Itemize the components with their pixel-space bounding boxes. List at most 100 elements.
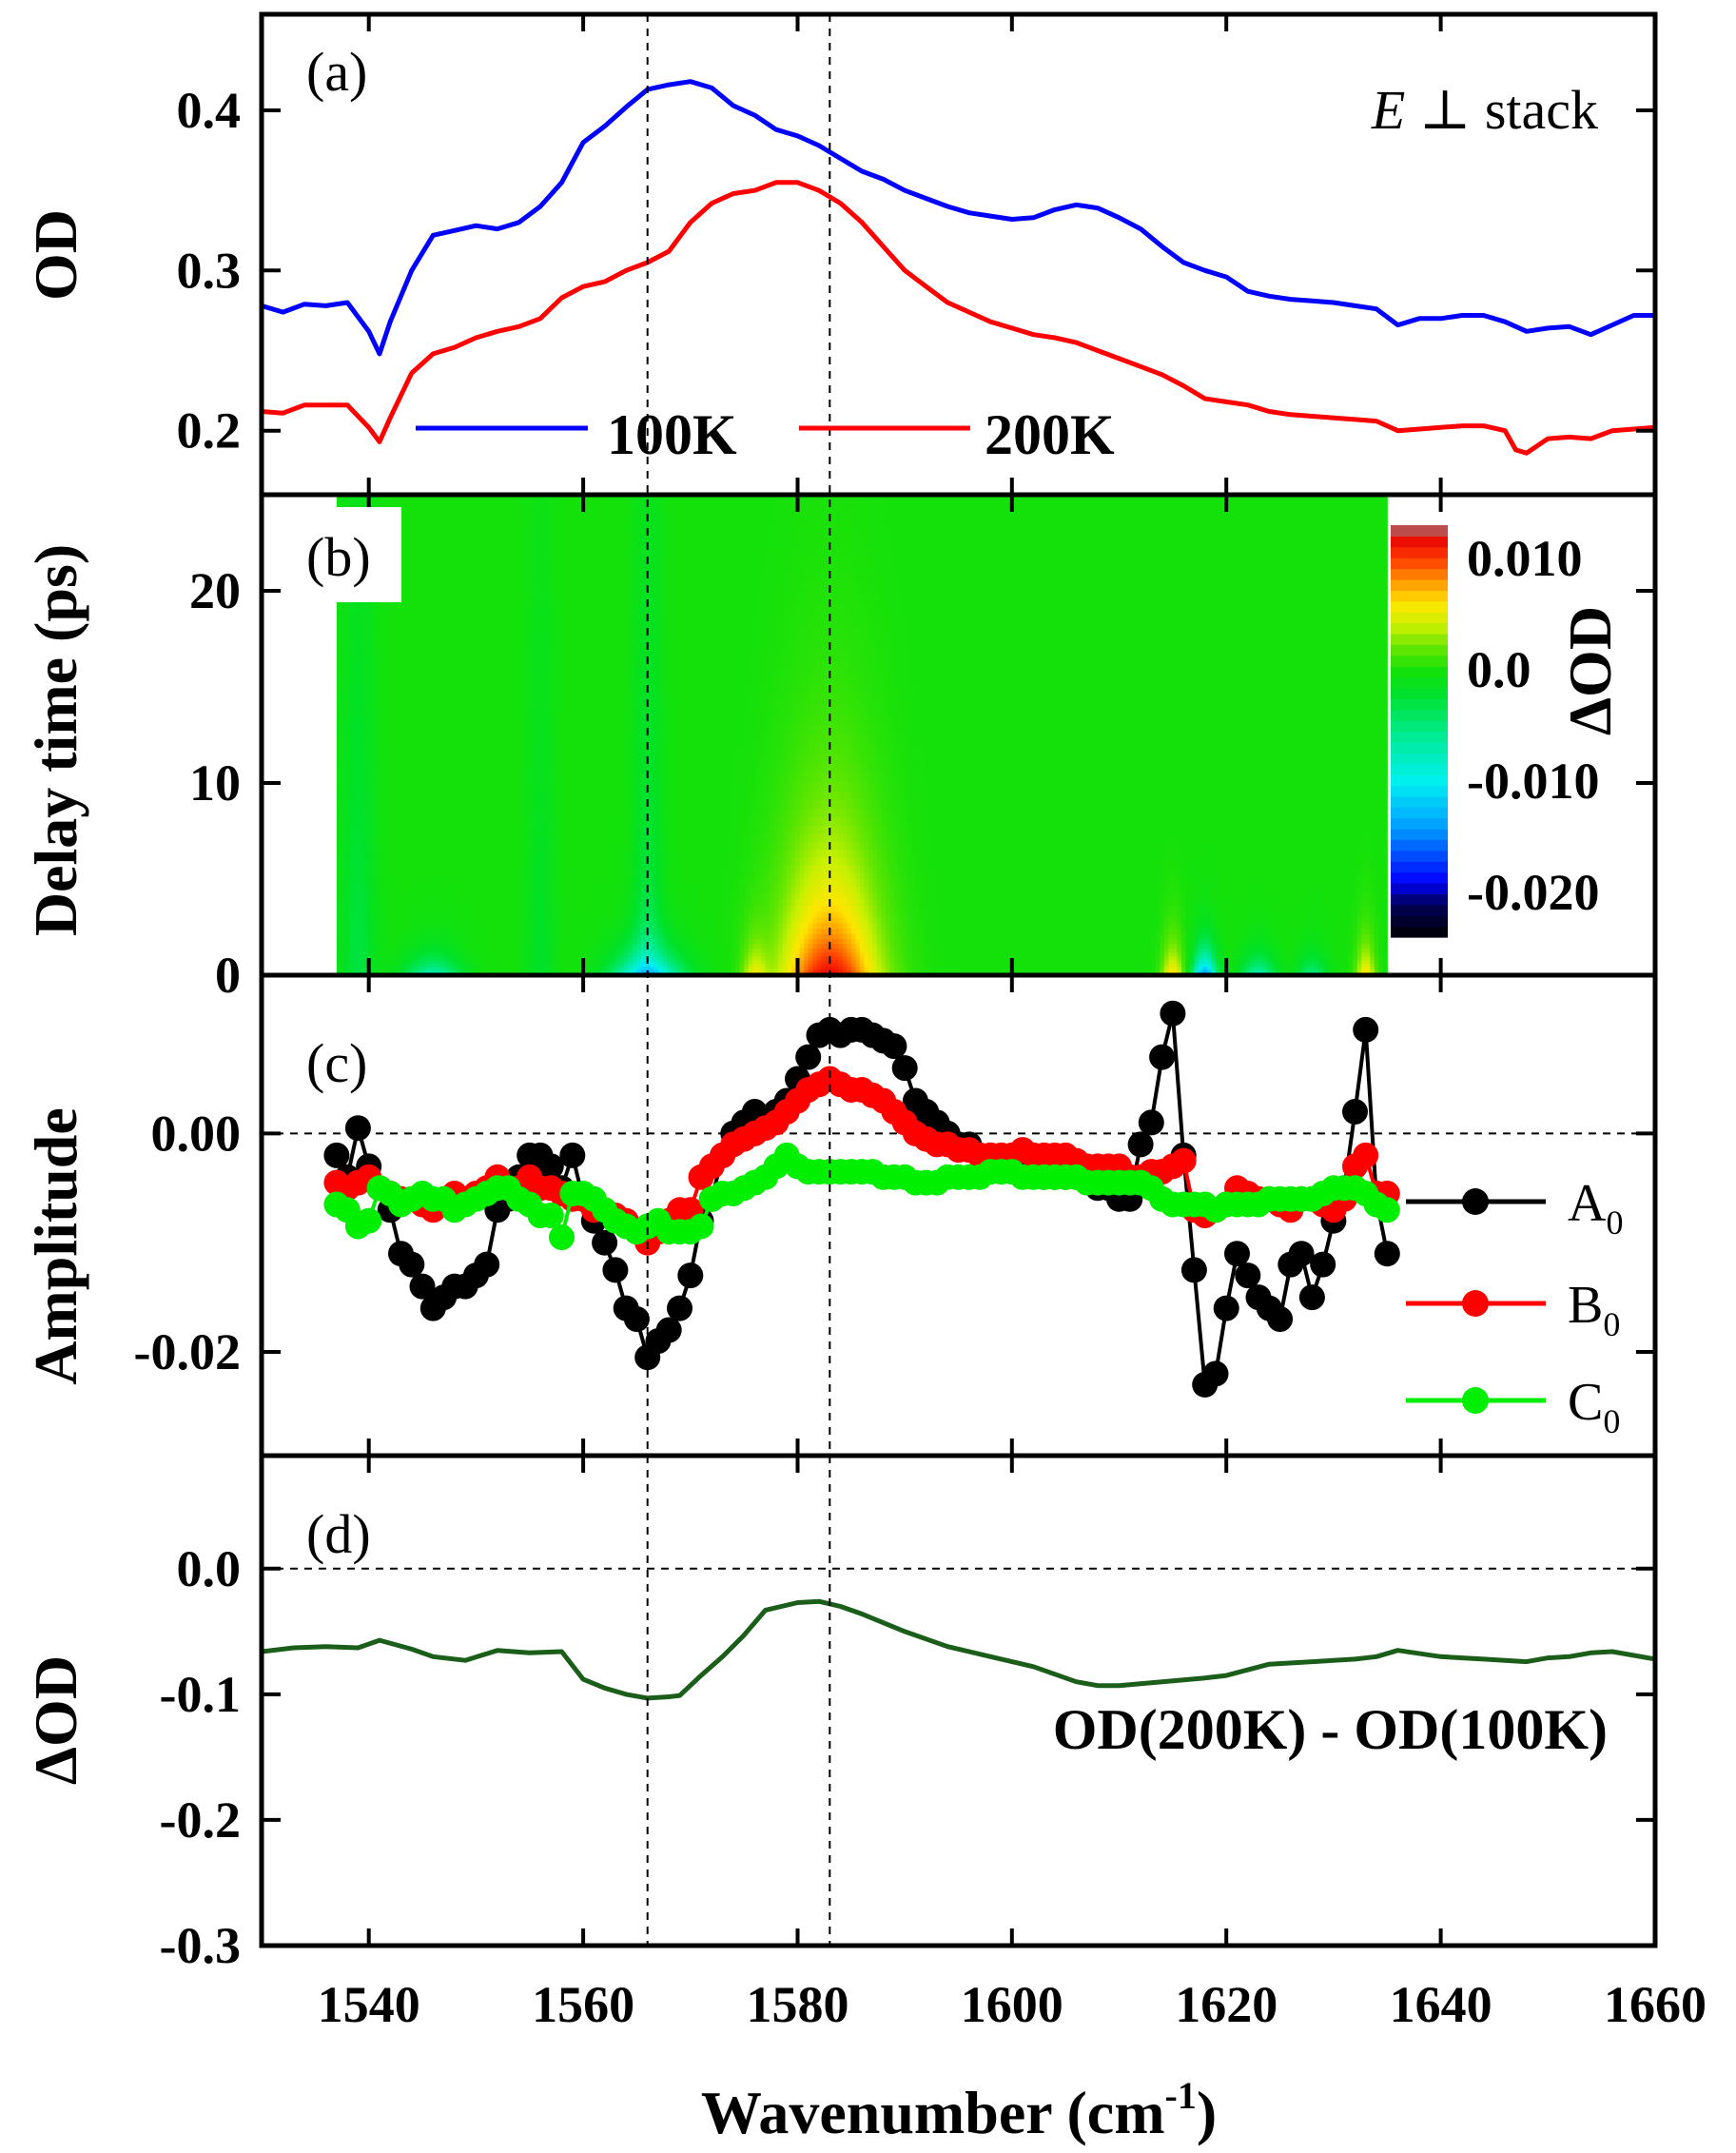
heatmap-cell [568, 910, 574, 918]
heatmap-cell [572, 734, 577, 745]
heatmap-cell [486, 943, 492, 949]
heatmap-cell [546, 849, 552, 858]
heatmap-cell [508, 832, 514, 842]
heatmap-cell [684, 898, 690, 907]
heatmap-cell [431, 650, 437, 662]
heatmap-cell [431, 933, 437, 940]
heatmap-cell [636, 910, 642, 918]
heatmap-cell [619, 928, 625, 934]
heatmap-cell [336, 762, 341, 773]
heatmap-cell [674, 969, 681, 972]
heatmap-cell [559, 557, 565, 570]
heatmap-cell [491, 593, 497, 606]
heatmap-cell [551, 672, 556, 684]
heatmap-cell [684, 569, 690, 582]
heatmap-cell [632, 923, 638, 930]
heatmap-cell [478, 969, 483, 972]
heatmap-cell [568, 604, 574, 617]
heatmap-cell [443, 898, 449, 907]
heatmap-cell [636, 808, 642, 818]
heatmap-cell [405, 943, 411, 949]
heatmap-cell [546, 928, 552, 934]
heatmap-cell [358, 885, 363, 893]
heatmap-cell [358, 604, 363, 617]
heatmap-cell [568, 856, 574, 866]
heatmap-cell [688, 672, 693, 684]
heatmap-cell [349, 816, 355, 826]
heatmap-cell [375, 816, 380, 826]
heatmap-cell [525, 799, 531, 810]
heatmap-cell [563, 885, 569, 893]
heatmap-cell [405, 724, 411, 735]
heatmap-cell [594, 799, 599, 810]
heatmap-cell [679, 616, 685, 629]
heatmap-cell [559, 955, 565, 961]
heatmap-cell [495, 799, 500, 810]
heatmap-cell [585, 959, 591, 964]
heatmap-cell [640, 660, 647, 673]
heatmap-cell [529, 938, 535, 945]
heatmap-cell [495, 724, 500, 735]
heatmap-cell [572, 910, 577, 918]
heatmap-cell [503, 808, 509, 818]
heatmap-cell [611, 627, 616, 640]
heatmap-cell [632, 966, 638, 969]
heatmap-cell [674, 781, 681, 792]
heatmap-cell [431, 616, 437, 629]
heatmap-cell [512, 724, 517, 735]
heatmap-cell [585, 714, 591, 725]
heatmap-cell [503, 898, 509, 907]
heatmap-cell [503, 672, 509, 684]
heatmap-cell [619, 885, 625, 893]
heatmap-cell [662, 781, 668, 792]
heatmap-cell [508, 951, 514, 957]
heatmap-cell [499, 627, 505, 640]
heatmap-cell [662, 841, 668, 851]
heatmap-cell [486, 808, 492, 818]
heatmap-cell [405, 832, 411, 842]
heatmap-cell [525, 871, 531, 880]
heatmap-cell [379, 825, 385, 834]
heatmap-cell [392, 825, 398, 834]
heatmap-cell [396, 825, 402, 834]
heatmap-cell [580, 917, 586, 924]
heatmap-cell [426, 871, 432, 880]
heatmap-cell [344, 849, 351, 858]
heatmap-cell [602, 923, 608, 930]
heatmap-cell [674, 672, 681, 684]
heatmap-cell [370, 943, 377, 949]
heatmap-cell [478, 917, 483, 924]
heatmap-cell [443, 871, 449, 880]
heatmap-cell [597, 959, 603, 964]
heatmap-cell [602, 878, 608, 887]
heatmap-cell [426, 672, 432, 684]
heatmap-cell [349, 672, 355, 684]
heatmap-cell [520, 580, 526, 594]
heatmap-cell [559, 734, 565, 745]
heatmap-cell [387, 933, 394, 940]
heatmap-cell [474, 790, 479, 800]
heatmap-cell [460, 825, 466, 834]
heatmap-cell [396, 693, 402, 705]
heatmap-cell [602, 910, 608, 918]
heatmap-cell [671, 682, 676, 695]
heatmap-cell [443, 825, 449, 834]
heatmap-cell [512, 816, 517, 826]
heatmap-cell [341, 724, 346, 735]
heatmap-cell [640, 743, 647, 754]
heatmap-cell [525, 660, 531, 673]
heatmap-cell [568, 951, 574, 957]
heatmap-cell [336, 928, 341, 934]
heatmap-cell [426, 616, 432, 629]
heatmap-cell [602, 703, 608, 714]
heatmap-cell [379, 627, 385, 640]
heatmap-cell [478, 790, 483, 800]
heatmap-cell [418, 714, 423, 725]
heatmap-cell [370, 825, 377, 834]
heatmap-cell [396, 627, 402, 640]
heatmap-cell [632, 970, 638, 974]
heatmap-cell [679, 898, 685, 907]
heatmap-cell [414, 808, 419, 818]
heatmap-cell [551, 753, 556, 764]
heatmap-cell [594, 790, 599, 800]
